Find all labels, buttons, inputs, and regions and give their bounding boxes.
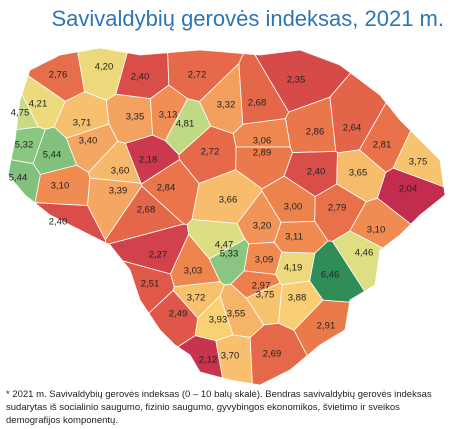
region-label: 2,35: [287, 75, 306, 86]
region-label: 4,46: [355, 248, 374, 259]
region-label: 2,68: [137, 205, 156, 216]
region-label: 4,47: [215, 240, 234, 251]
region-label: 4,19: [284, 263, 303, 274]
region-label: 2,18: [139, 155, 158, 166]
region-label: 2,49: [169, 309, 188, 320]
region-label: 3,40: [79, 136, 98, 147]
region-label: 3,75: [256, 290, 275, 301]
map: 2,76 4,20 2,40 2,72 2,35 4,214,75 3,71 3,35 3,13…: [7, 47, 446, 386]
region: [34, 202, 107, 244]
region-label: 2,97: [252, 281, 271, 292]
region-label: 3,39: [109, 186, 128, 197]
region-label: 5,44: [43, 150, 62, 161]
region-label: 2,12: [199, 355, 218, 366]
region-label: 3,72: [187, 293, 206, 304]
region-label: 3,11: [285, 232, 303, 243]
region-label: 3,93: [209, 315, 228, 326]
region-label: 2,86: [306, 127, 325, 138]
region-label: 2,81: [373, 140, 392, 151]
region-label: 2,69: [263, 349, 282, 360]
region-label: 2,72: [201, 147, 220, 158]
region-label: 5,44: [9, 173, 28, 184]
region-label: 2,51: [141, 279, 160, 290]
region-label: 3,88: [288, 293, 307, 304]
region-label: 3,71: [73, 118, 92, 129]
region: [392, 130, 445, 188]
region-label: 3,10: [367, 225, 386, 236]
region-label: 3,13: [159, 110, 178, 121]
region-label: 3,55: [227, 309, 246, 320]
region-label: 2,76: [49, 70, 68, 81]
region-label: 6,46: [321, 270, 340, 281]
region: [249, 322, 308, 386]
region-label: 3,03: [184, 266, 203, 277]
region-label: 2,40: [307, 167, 326, 178]
region-label: 4,20: [95, 62, 114, 73]
title: Savivaldybių gerovės indeksas, 2021 m.: [51, 6, 444, 31]
region-label: 3,60: [111, 166, 130, 177]
footnote: * 2021 m. Savivaldybių gerovės indeksas …: [6, 389, 432, 426]
region-label: 2,91: [317, 321, 336, 332]
region-label: 2,04: [399, 184, 418, 195]
region-label: 5,32: [15, 140, 34, 151]
region-label: 3,09: [255, 255, 274, 266]
region-label: 3,70: [221, 351, 240, 362]
region-label: 2,84: [157, 183, 176, 194]
region-label: 2,40: [49, 217, 68, 228]
region-label: 3,20: [253, 221, 272, 232]
region-label: 4,21: [29, 99, 48, 110]
region-label: 2,27: [149, 250, 168, 261]
region-label: 2,89: [253, 148, 272, 159]
region-label: 3,06: [253, 136, 272, 147]
region-label: 3,75: [409, 157, 428, 168]
region-label: 3,10: [51, 181, 70, 192]
region-label: 3,65: [349, 168, 368, 179]
region-label: 2,64: [343, 123, 362, 134]
region-label: 2,72: [188, 70, 207, 81]
region-label: 4,81: [176, 119, 195, 130]
region-label: 2,79: [328, 203, 347, 214]
region-label: 2,40: [131, 72, 150, 83]
region-label: 3,32: [217, 100, 236, 111]
region-label: 2,68: [248, 98, 267, 109]
region-label: 3,35: [126, 112, 145, 123]
region-label: 4,75: [11, 108, 30, 119]
region-label: 5,33: [220, 249, 239, 260]
region-label: 3,00: [284, 202, 303, 213]
region-label: 3,66: [219, 195, 238, 206]
